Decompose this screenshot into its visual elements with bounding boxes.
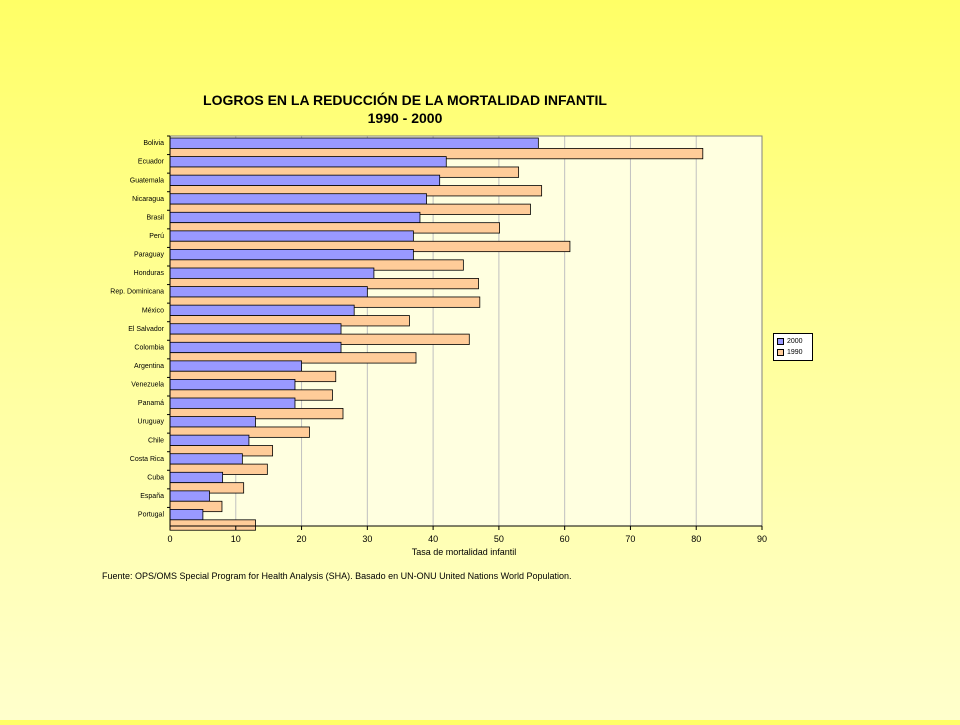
- category-label: El Salvador: [128, 326, 164, 333]
- bar-2000: [169, 360, 302, 372]
- legend-swatch-1990: [777, 349, 784, 356]
- bar-1990: [169, 519, 256, 531]
- chart-subtitle: 1990 - 2000: [367, 110, 443, 126]
- bar-2000: [169, 323, 342, 335]
- x-tick-label: 0: [167, 534, 172, 544]
- category-label: Bolivia: [143, 140, 164, 147]
- category-label: Uruguay: [138, 419, 165, 426]
- category-label: Panamá: [138, 400, 164, 407]
- x-tick-label: 30: [362, 534, 372, 544]
- x-tick-label: 70: [625, 534, 635, 544]
- bar-2000: [169, 379, 296, 391]
- legend-label-1990: 1990: [787, 349, 803, 356]
- category-label: Guatemala: [130, 177, 164, 184]
- bar-2000: [169, 471, 224, 484]
- bar-2000: [169, 397, 296, 409]
- category-label: Costa Rica: [130, 456, 164, 463]
- x-tick-label: 50: [494, 534, 504, 544]
- bar-2000: [169, 267, 375, 279]
- category-label: Rep. Dominicana: [110, 289, 164, 296]
- bar-2000: [169, 211, 421, 224]
- x-axis-title: Tasa de mortalidad infantil: [412, 547, 517, 557]
- legend-item-2000: 2000: [777, 336, 809, 347]
- category-label: Cuba: [147, 474, 164, 481]
- category-label: México: [142, 307, 164, 314]
- category-label: Paraguay: [134, 252, 164, 259]
- legend-label-2000: 2000: [787, 338, 803, 345]
- bar-2000: [169, 286, 368, 298]
- category-label: Portugal: [138, 512, 165, 519]
- x-tick-label: 20: [297, 534, 307, 544]
- category-label: Brasil: [146, 214, 164, 221]
- bar-2000: [169, 304, 355, 316]
- x-tick-label: 80: [691, 534, 701, 544]
- category-label: Colombia: [134, 344, 164, 351]
- category-label: Honduras: [134, 270, 165, 277]
- bar-2000: [169, 341, 342, 354]
- chart-title: LOGROS EN LA REDUCCIÓN DE LA MORTALIDAD …: [203, 92, 607, 108]
- category-label: Perú: [149, 233, 164, 240]
- bar-2000: [169, 174, 441, 186]
- bar-2000: [169, 193, 427, 205]
- bar-2000: [169, 230, 414, 242]
- bar-2000: [169, 416, 256, 428]
- x-tick-label: 40: [428, 534, 438, 544]
- bar-2000: [169, 453, 243, 465]
- legend-swatch-2000: [777, 338, 784, 345]
- category-label: Nicaragua: [132, 196, 164, 203]
- source-note: Fuente: OPS/OMS Special Program for Heal…: [102, 571, 572, 581]
- bar-2000: [169, 509, 204, 521]
- category-label: Venezuela: [131, 382, 164, 389]
- x-tick-label: 90: [757, 534, 767, 544]
- category-label: España: [140, 493, 164, 500]
- x-tick-label: 10: [231, 534, 241, 544]
- bar-2000: [169, 249, 414, 261]
- bar-2000: [169, 490, 210, 502]
- category-label: Ecuador: [138, 159, 165, 166]
- x-tick-label: 60: [560, 534, 570, 544]
- legend-item-1990: 1990: [777, 347, 809, 358]
- category-label: Chile: [148, 437, 164, 444]
- category-label: Argentina: [134, 363, 164, 370]
- bar-2000: [169, 137, 539, 149]
- bar-2000: [169, 434, 250, 446]
- bar-2000: [169, 156, 447, 168]
- legend: 2000 1990: [773, 333, 813, 361]
